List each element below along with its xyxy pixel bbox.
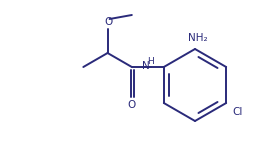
Text: H: H <box>147 57 154 66</box>
Text: O: O <box>104 17 113 27</box>
Text: Cl: Cl <box>232 107 242 117</box>
Text: NH₂: NH₂ <box>188 33 208 43</box>
Text: O: O <box>128 100 136 110</box>
Text: N: N <box>142 61 150 71</box>
